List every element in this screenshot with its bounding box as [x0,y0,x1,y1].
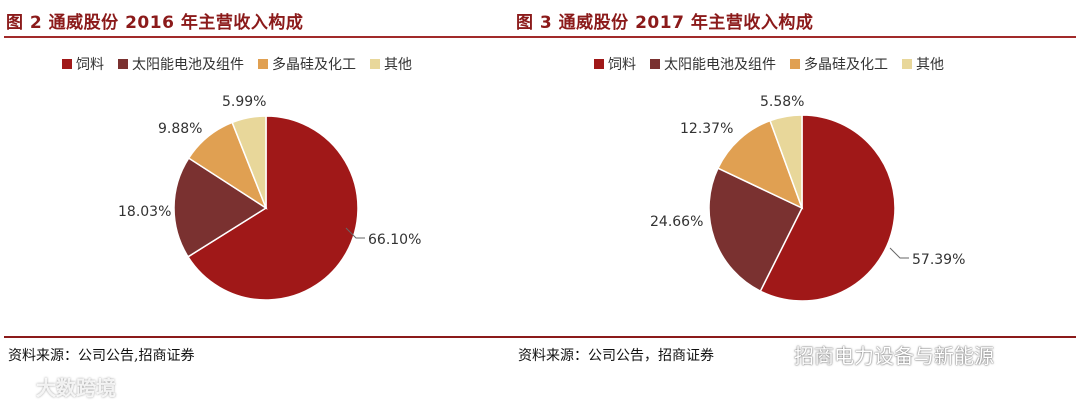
slice-polysilicon [716,119,804,210]
chart-panel-2016: 图 2 通威股份 2016 年主营收入构成 饲料 太阳能电池及组件 多晶硅及化工… [0,0,530,406]
watermark-wechat: 招商电力设备与新能源 [768,340,994,369]
legend-label-other: 其他 [384,57,412,73]
legend-item-other: 其他 [902,54,944,74]
leader-line [889,247,909,259]
legend-item-other: 其他 [370,54,412,74]
source-note-2017: 资料来源：公司公告，招商证券 [518,348,714,364]
data-label-solar: 24.66% [650,214,703,230]
legend-label-solar: 太阳能电池及组件 [132,57,244,73]
legend-swatch-feed [62,59,72,69]
slice-feed [759,114,896,302]
pie-chart-2017: 57.39% 24.66% 12.37% 5.58% [650,94,965,302]
legend-item-solar: 太阳能电池及组件 [650,54,776,74]
title-rule [4,36,526,38]
slice-solar [173,157,268,258]
legend-swatch-polysilicon [790,59,800,69]
legend-item-solar: 太阳能电池及组件 [118,54,244,74]
data-label-solar: 18.03% [118,204,171,220]
watermark-right-text: 招商电力设备与新能源 [794,344,994,368]
legend-2017: 饲料 太阳能电池及组件 多晶硅及化工 其他 [594,54,944,74]
slice-solar [708,167,804,293]
legend-swatch-feed [594,59,604,69]
slice-other [231,115,267,209]
legend-label-other: 其他 [916,57,944,73]
logo-icon [10,378,32,396]
legend-item-feed: 饲料 [594,54,636,74]
data-label-feed: 66.10% [368,232,421,248]
legend-swatch-solar [650,59,660,69]
slice-other [769,114,803,209]
source-note-2016: 资料来源：公司公告,招商证券 [8,348,195,364]
wechat-icon [768,346,790,364]
bottom-rule [4,336,526,338]
bottom-rule [514,336,1076,338]
legend-swatch-polysilicon [258,59,268,69]
legend-label-polysilicon: 多晶硅及化工 [804,57,888,73]
data-label-polysilicon: 12.37% [680,121,733,137]
legend-item-polysilicon: 多晶硅及化工 [258,54,356,74]
legend-label-solar: 太阳能电池及组件 [664,57,776,73]
chart-title-2017: 图 3 通威股份 2017 年主营收入构成 [516,13,814,33]
chart-panel-2017: 图 3 通威股份 2017 年主营收入构成 饲料 太阳能电池及组件 多晶硅及化工… [510,0,1080,406]
legend-label-feed: 饲料 [608,57,636,73]
legend-swatch-solar [118,59,128,69]
title-rule [514,36,1076,38]
leader-line [345,227,365,239]
legend-2016: 饲料 太阳能电池及组件 多晶硅及化工 其他 [62,54,412,74]
data-label-feed: 57.39% [912,252,965,268]
watermark-left-text: 大数跨境 [36,376,116,400]
legend-swatch-other [902,59,912,69]
pie-chart-2016: 66.10% 18.03% 9.88% 5.99% [118,94,421,301]
slice-feed [186,115,359,301]
chart-title-2016: 图 2 通威股份 2016 年主营收入构成 [6,13,304,33]
legend-label-polysilicon: 多晶硅及化工 [272,57,356,73]
legend-label-feed: 饲料 [76,57,104,73]
data-label-polysilicon: 9.88% [158,121,202,137]
data-label-other: 5.58% [760,94,804,110]
watermark-dashujingjing: 大数跨境 [10,372,116,401]
legend-item-polysilicon: 多晶硅及化工 [790,54,888,74]
data-label-other: 5.99% [222,94,266,110]
legend-swatch-other [370,59,380,69]
legend-item-feed: 饲料 [62,54,104,74]
